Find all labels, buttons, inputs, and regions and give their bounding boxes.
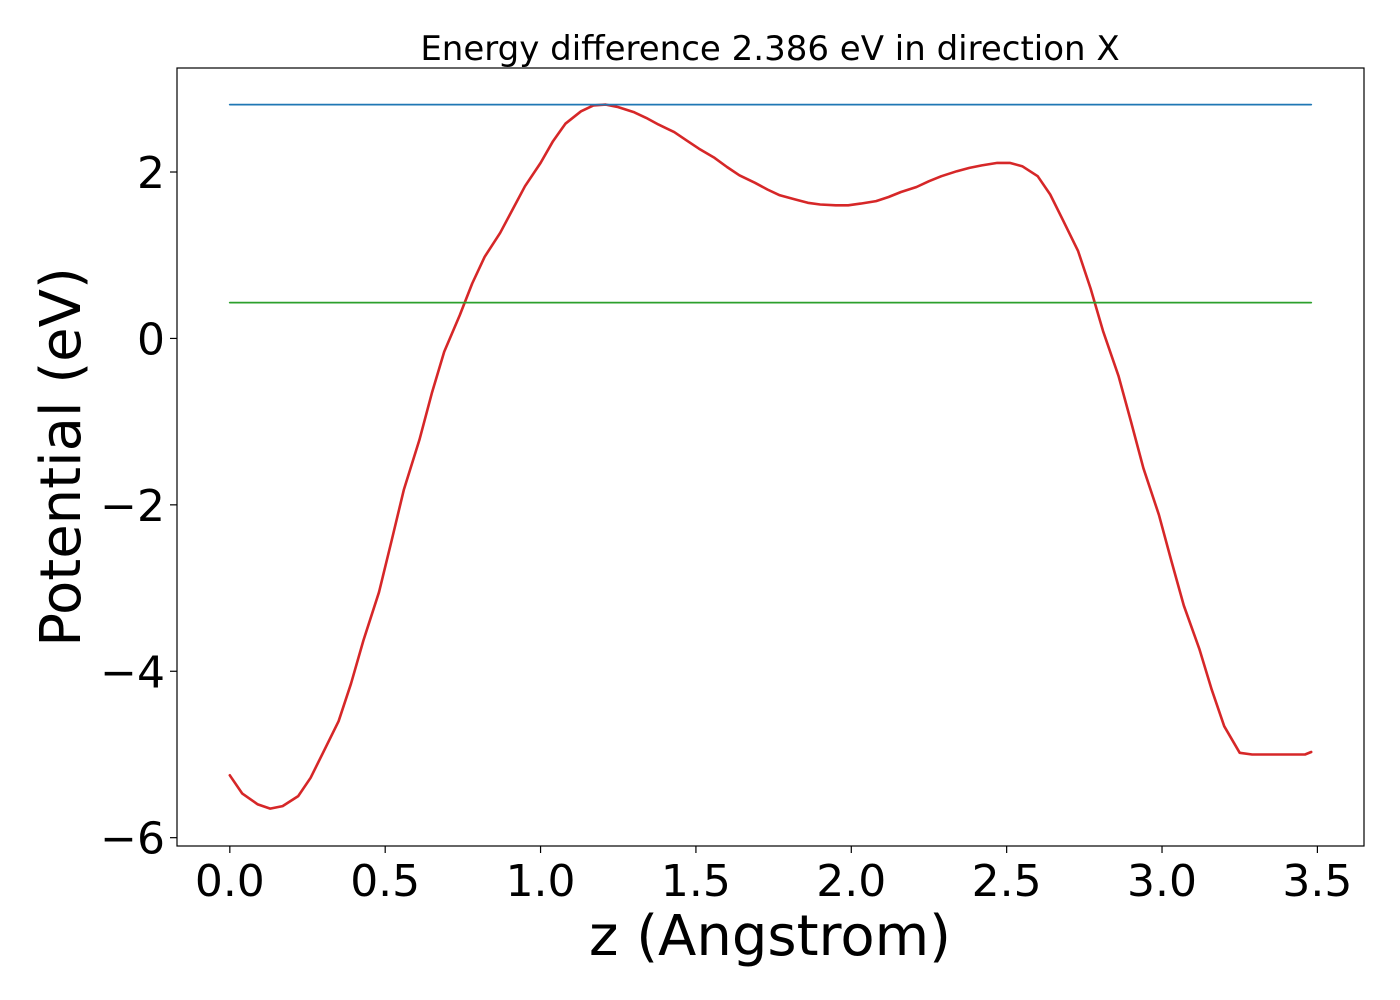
y-tick-label: −4	[100, 647, 165, 698]
x-axis-label: z (Angstrom)	[589, 904, 951, 969]
x-tick-label: 1.0	[506, 856, 576, 907]
x-tick-label: 1.5	[661, 856, 731, 907]
y-tick-label: 0	[137, 314, 165, 365]
x-tick-label: 0.0	[195, 856, 265, 907]
x-axis: 0.0 0.5 1.0 1.5 2.0 2.5 3.0 3.5	[195, 846, 1352, 907]
y-axis: −6 −4 −2 0 2	[100, 148, 177, 865]
x-tick-label: 2.5	[972, 856, 1042, 907]
x-tick-label: 0.5	[350, 856, 420, 907]
plot-frame	[176, 67, 1365, 847]
y-tick-label: −6	[100, 814, 165, 865]
chart-title: Energy difference 2.386 eV in direction …	[420, 29, 1119, 69]
y-tick-label: 2	[137, 148, 165, 199]
y-axis-label: Potential (eV)	[29, 267, 94, 647]
potential-curve	[228, 103, 1313, 810]
y-tick-label: −2	[100, 481, 165, 532]
x-tick-label: 3.5	[1282, 856, 1352, 907]
plot-area	[228, 103, 1313, 810]
x-tick-label: 2.0	[816, 856, 886, 907]
x-tick-label: 3.0	[1127, 856, 1197, 907]
